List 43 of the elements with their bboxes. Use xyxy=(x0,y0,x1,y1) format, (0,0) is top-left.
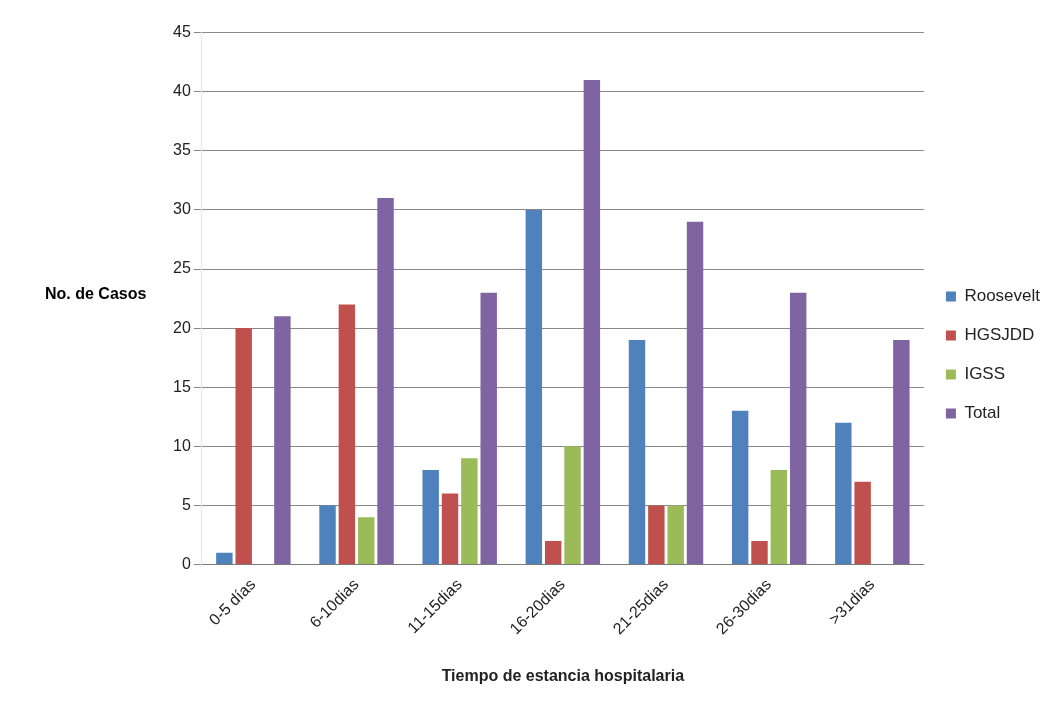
y-tick-label: 30 xyxy=(173,200,191,218)
bar xyxy=(357,517,375,565)
bar xyxy=(544,540,562,565)
y-axis-title: No. de Casos xyxy=(45,285,147,303)
y-tick-label: 45 xyxy=(173,23,191,41)
legend-label: HGSJDD xyxy=(964,325,1035,345)
bar xyxy=(731,410,749,565)
bar xyxy=(835,422,852,565)
y-tick-label: 40 xyxy=(173,82,191,100)
bar xyxy=(770,469,788,565)
bar xyxy=(667,505,684,565)
bar xyxy=(789,292,807,565)
bar xyxy=(854,481,871,565)
y-tick-label: 0 xyxy=(181,554,191,572)
bar xyxy=(377,198,394,565)
bar xyxy=(480,292,497,565)
legend-label: Total xyxy=(964,403,1001,423)
y-tick-label: 25 xyxy=(173,259,191,277)
x-tick-label: 0-5 días xyxy=(205,575,259,629)
bar xyxy=(751,540,768,565)
bar xyxy=(274,316,291,565)
bar xyxy=(628,339,646,565)
bar xyxy=(564,446,581,565)
legend-label: IGSS xyxy=(964,364,1006,384)
legend-label: Roosevelt xyxy=(964,286,1041,306)
bar xyxy=(583,79,601,565)
y-tick-label: 20 xyxy=(173,318,191,336)
bar xyxy=(422,469,439,565)
bar xyxy=(235,328,252,565)
bar xyxy=(648,505,665,565)
y-tick-label: 15 xyxy=(173,377,191,395)
bar xyxy=(441,493,459,565)
bar xyxy=(461,458,478,565)
x-axis-title: Tiempo de estancia hospitalaria xyxy=(441,666,685,684)
bar xyxy=(216,552,233,565)
bar xyxy=(525,209,543,565)
y-tick-label: 5 xyxy=(181,495,191,513)
bar xyxy=(686,221,704,565)
y-tick-label: 35 xyxy=(173,141,191,159)
bar xyxy=(319,505,336,565)
y-tick-label: 10 xyxy=(173,436,191,454)
bar xyxy=(338,304,356,565)
bar xyxy=(893,339,910,565)
